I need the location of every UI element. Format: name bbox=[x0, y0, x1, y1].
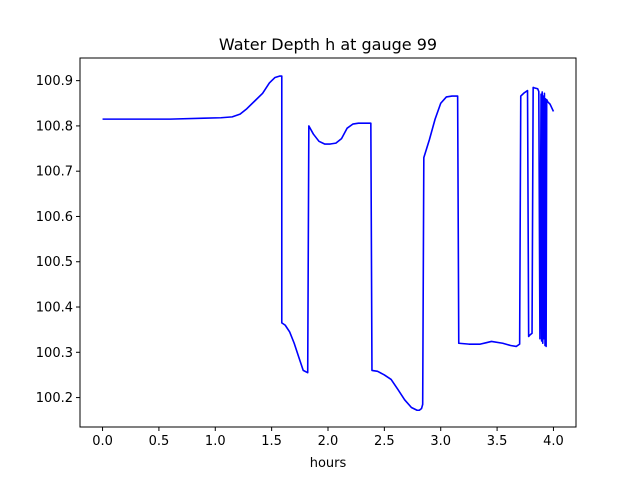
x-tick-label: 1.5 bbox=[261, 434, 282, 449]
series-line-0 bbox=[102, 75, 555, 412]
x-axis-label: hours bbox=[310, 456, 347, 471]
y-tick-label: 100.3 bbox=[36, 346, 73, 361]
x-tick-label: 0.5 bbox=[149, 434, 170, 449]
y-tick-label: 100.2 bbox=[36, 391, 73, 406]
y-tick-label: 100.4 bbox=[36, 301, 73, 316]
x-tick-label: 4.0 bbox=[543, 434, 564, 449]
x-tick-label: 3.5 bbox=[487, 434, 508, 449]
x-tick-label: 1.0 bbox=[205, 434, 226, 449]
x-tick-label: 2.5 bbox=[374, 434, 395, 449]
plot-area bbox=[102, 75, 555, 412]
x-tick-label: 3.0 bbox=[430, 434, 451, 449]
y-tick-label: 100.9 bbox=[36, 74, 73, 89]
y-tick-label: 100.8 bbox=[36, 119, 73, 134]
y-tick-label: 100.5 bbox=[36, 255, 73, 270]
x-tick-label: 0.0 bbox=[92, 434, 113, 449]
y-axis: 100.2 100.3 100.4 100.5 100.6 100.7 100.8 100.9 bbox=[36, 74, 80, 406]
axes-frame bbox=[79, 57, 577, 428]
chart-title: Water Depth h at gauge 99 bbox=[219, 35, 437, 54]
x-axis: 0.0 0.5 1.0 1.5 2.0 2.5 3.0 3.5 4.0 bbox=[92, 427, 564, 449]
y-tick-label: 100.7 bbox=[36, 165, 73, 180]
y-tick-label: 100.6 bbox=[36, 210, 73, 225]
x-tick-label: 2.0 bbox=[318, 434, 339, 449]
